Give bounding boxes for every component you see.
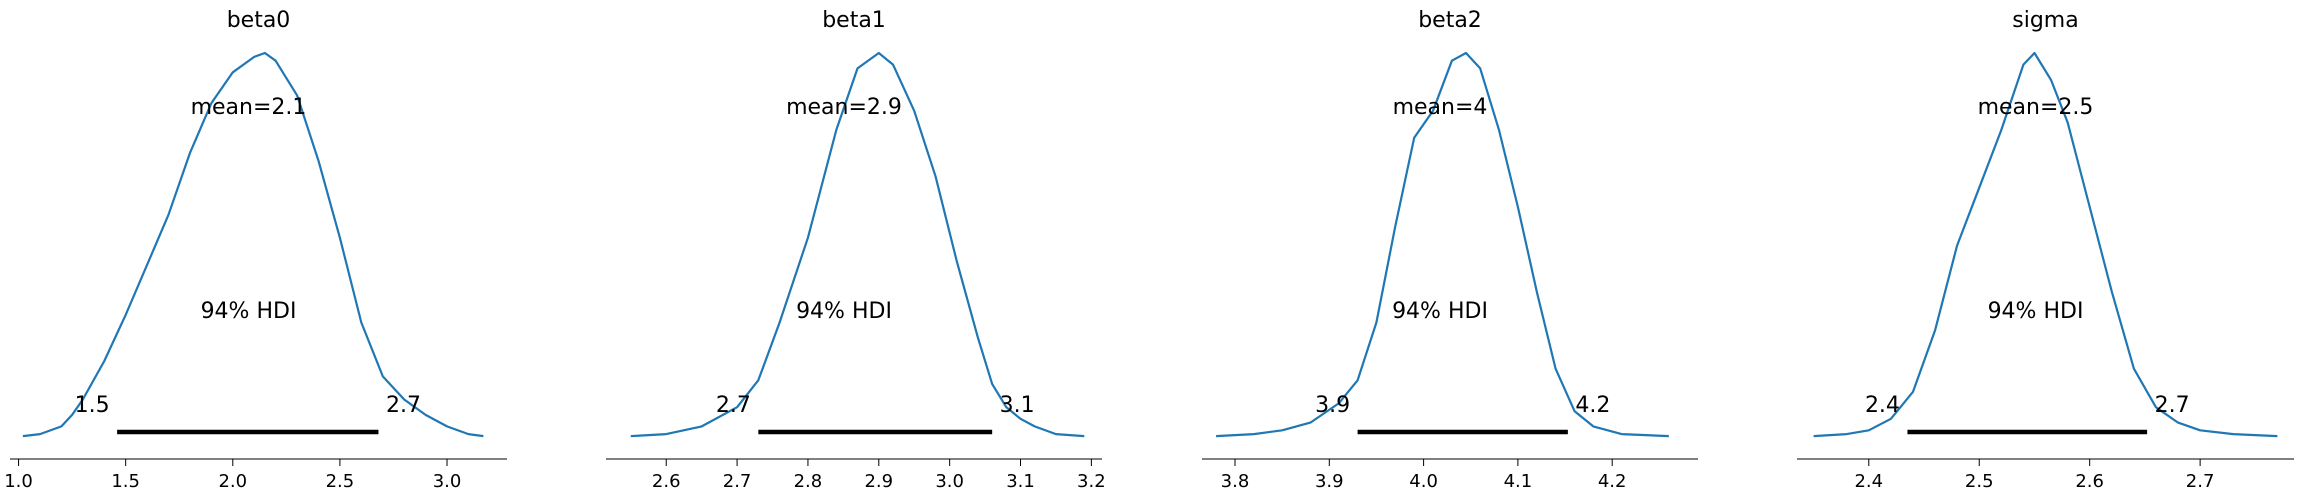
x-tick-label: 2.9 bbox=[864, 471, 893, 492]
hdi-high-label: 2.7 bbox=[2155, 393, 2190, 418]
panels: beta0 mean=2.1 94% HDI 1.5 2.7 1.0 1.5 2.0 2.5 3.… bbox=[4, 8, 2294, 492]
x-tick-label: 3.9 bbox=[1315, 471, 1344, 492]
density-curve bbox=[22, 51, 484, 438]
x-tick-label: 2.6 bbox=[652, 471, 681, 492]
x-tick-label: 2.0 bbox=[218, 471, 247, 492]
x-tick-label: 1.0 bbox=[4, 471, 33, 492]
hdi-low-label: 2.4 bbox=[1865, 393, 1900, 418]
x-tick-label: 4.2 bbox=[1598, 471, 1627, 492]
panel-title: beta0 bbox=[227, 8, 291, 33]
x-tick-label: 3.0 bbox=[935, 471, 964, 492]
density-curve bbox=[1216, 51, 1669, 438]
panel-beta1: beta1 mean=2.9 94% HDI 2.7 3.1 2.6 2.7 2.8 2.9 3.… bbox=[606, 8, 1106, 492]
x-tick-label: 2.5 bbox=[326, 471, 355, 492]
x-tick-label: 1.5 bbox=[111, 471, 140, 492]
hdi-low-label: 2.7 bbox=[716, 393, 751, 418]
x-tick-label: 4.0 bbox=[1409, 471, 1438, 492]
hdi-low-label: 3.9 bbox=[1315, 393, 1350, 418]
hdi-label: 94% HDI bbox=[796, 299, 892, 324]
hdi-label: 94% HDI bbox=[201, 299, 297, 324]
x-tick-label: 4.1 bbox=[1504, 471, 1533, 492]
mean-label: mean=2.1 bbox=[191, 95, 307, 120]
x-tick-label: 2.8 bbox=[794, 471, 823, 492]
mean-label: mean=4 bbox=[1393, 95, 1488, 120]
density-curve bbox=[1813, 51, 2278, 438]
x-tick-label: 2.7 bbox=[2186, 471, 2215, 492]
hdi-high-label: 3.1 bbox=[1000, 393, 1035, 418]
x-tick-label: 2.5 bbox=[1965, 471, 1994, 492]
hdi-low-label: 1.5 bbox=[75, 393, 110, 418]
x-tick-label: 2.4 bbox=[1854, 471, 1883, 492]
x-tick-label: 2.7 bbox=[723, 471, 752, 492]
x-tick-label: 3.1 bbox=[1006, 471, 1035, 492]
mean-label: mean=2.5 bbox=[1978, 95, 2094, 120]
mean-label: mean=2.9 bbox=[786, 95, 902, 120]
density-curve bbox=[630, 51, 1085, 438]
x-tick-label: 3.8 bbox=[1221, 471, 1250, 492]
panel-title: sigma bbox=[2012, 8, 2078, 33]
panel-beta2: beta2 mean=4 94% HDI 3.9 4.2 3.8 3.9 4.0 4.1 4.2 bbox=[1202, 8, 1698, 492]
hdi-high-label: 4.2 bbox=[1575, 393, 1610, 418]
panel-title: beta2 bbox=[1418, 8, 1482, 33]
panel-title: beta1 bbox=[822, 8, 886, 33]
hdi-label: 94% HDI bbox=[1392, 299, 1488, 324]
panel-sigma: sigma mean=2.5 94% HDI 2.4 2.7 2.4 2.5 2.6 2.7 bbox=[1797, 8, 2294, 492]
panel-beta0: beta0 mean=2.1 94% HDI 1.5 2.7 1.0 1.5 2.0 2.5 3.… bbox=[4, 8, 507, 492]
hdi-high-label: 2.7 bbox=[386, 393, 421, 418]
x-tick-label: 2.6 bbox=[2075, 471, 2104, 492]
x-tick-label: 3.2 bbox=[1077, 471, 1106, 492]
x-tick-label: 3.0 bbox=[433, 471, 462, 492]
hdi-label: 94% HDI bbox=[1988, 299, 2084, 324]
